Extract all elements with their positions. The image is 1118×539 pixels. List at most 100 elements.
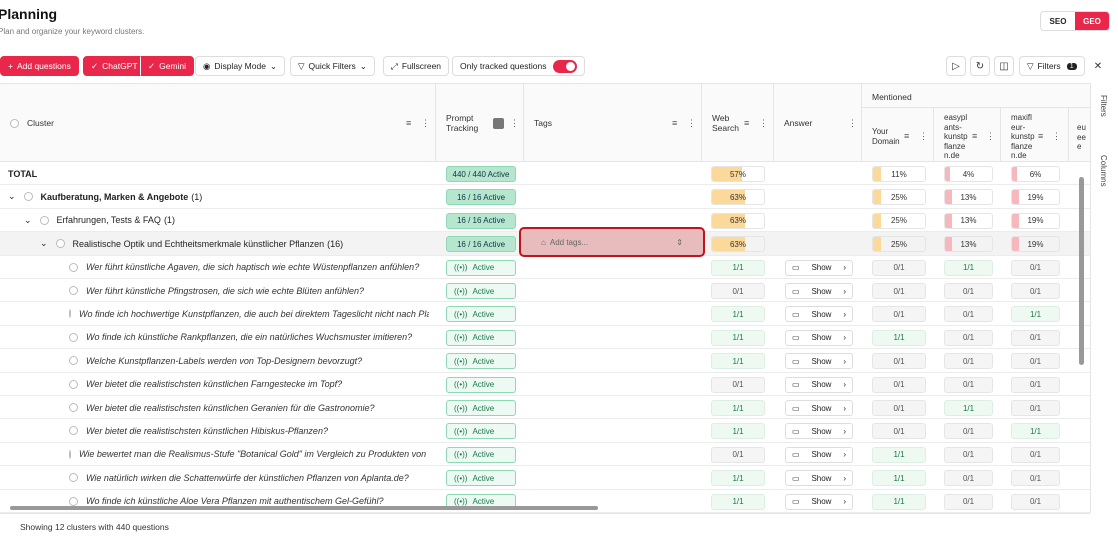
- show-answer-button[interactable]: ▭ Show ›: [785, 376, 853, 393]
- question-row[interactable]: Wo finde ich künstliche Rankpflanzen, di…: [0, 326, 1090, 350]
- filter-icon[interactable]: ≡: [744, 118, 750, 128]
- row-checkbox[interactable]: [23, 192, 33, 202]
- show-answer-button[interactable]: ▭ Show ›: [785, 329, 853, 346]
- col-cluster[interactable]: Cluster: [0, 84, 436, 162]
- fullscreen-button[interactable]: ⤢ Fullscreen: [383, 56, 450, 76]
- more-icon[interactable]: ⋮: [848, 118, 857, 128]
- question-row[interactable]: Wer führt künstliche Pfingstrosen, die s…: [0, 279, 1090, 303]
- row-checkbox[interactable]: [69, 403, 78, 412]
- col-answer[interactable]: Answer: [774, 84, 862, 162]
- vertical-scrollbar[interactable]: [1078, 165, 1085, 505]
- row-checkbox[interactable]: [69, 309, 71, 319]
- show-answer-button[interactable]: ▭ Show ›: [785, 353, 853, 370]
- display-mode-dropdown[interactable]: ◉ Display Mode ⌄: [195, 56, 286, 76]
- filter-icon[interactable]: ≡: [972, 131, 978, 141]
- mode-seo-button[interactable]: SEO: [1049, 16, 1067, 26]
- tracking-status[interactable]: ((•)) Active: [446, 400, 516, 416]
- tracking-status[interactable]: ((•)) Active: [446, 376, 516, 393]
- tracking-status[interactable]: ((•)) Active: [446, 306, 516, 323]
- row-checkbox[interactable]: [69, 262, 78, 272]
- tracking-status[interactable]: ((•)) Active: [446, 353, 516, 370]
- row-checkbox[interactable]: [69, 426, 78, 436]
- scroll-thumb[interactable]: [1079, 177, 1084, 365]
- chevron-updown-icon: ⇕: [676, 237, 683, 247]
- horizontal-scrollbar[interactable]: [0, 504, 1078, 512]
- side-tab-filters[interactable]: Filters: [1099, 95, 1108, 117]
- filters-button[interactable]: ▽ Filters 1: [1019, 56, 1085, 76]
- show-answer-button[interactable]: ▭ Show ›: [785, 259, 853, 276]
- question-row[interactable]: Wer bietet die realistischsten künstlich…: [0, 419, 1090, 443]
- row-checkbox[interactable]: [69, 449, 71, 459]
- show-answer-button[interactable]: ▭ Show ›: [785, 283, 853, 299]
- tracking-status[interactable]: ((•)) Active: [446, 329, 516, 346]
- chevron-down-icon[interactable]: ⌄: [24, 214, 32, 225]
- row-checkbox[interactable]: [39, 215, 49, 225]
- gemini-button[interactable]: ✓ Gemini: [140, 56, 195, 76]
- question-row[interactable]: Welche Kunstpflanzen-Labels werden von T…: [0, 349, 1090, 373]
- filter-icon[interactable]: ≡: [904, 131, 910, 141]
- more-icon[interactable]: ⋮: [759, 118, 768, 128]
- filter-icon[interactable]: ≡: [406, 118, 412, 128]
- toggle-switch[interactable]: [553, 59, 578, 73]
- col-web-search[interactable]: Web Search: [702, 84, 774, 162]
- col-competitor-1[interactable]: easypl ants-kunstp flanze n.de: [944, 113, 968, 161]
- row-checkbox[interactable]: [55, 239, 65, 249]
- tracking-filter-icon[interactable]: [493, 118, 504, 129]
- show-answer-button[interactable]: ▭ Show ›: [785, 400, 853, 416]
- tracking-status[interactable]: ((•)) Active: [446, 470, 516, 487]
- filter-icon[interactable]: ≡: [672, 118, 678, 128]
- more-icon[interactable]: ⋮: [986, 131, 995, 141]
- row-checkbox[interactable]: [69, 473, 78, 483]
- row-checkbox[interactable]: [69, 496, 78, 506]
- refresh-icon[interactable]: ↻: [970, 56, 990, 76]
- question-row[interactable]: Wie bewertet man die Realismus-Stufe "Bo…: [0, 443, 1090, 467]
- tracking-status[interactable]: ((•)) Active: [446, 423, 516, 440]
- select-all-checkbox[interactable]: [10, 118, 19, 128]
- question-row[interactable]: Wo finde ich hochwertige Kunstpflanzen, …: [0, 302, 1090, 326]
- only-tracked-toggle[interactable]: Only tracked questions: [452, 56, 586, 76]
- columns-icon[interactable]: ◫: [994, 56, 1014, 76]
- scroll-thumb[interactable]: [10, 506, 598, 510]
- filter-icon[interactable]: ≡: [1038, 131, 1044, 141]
- quick-filters-dropdown[interactable]: ▽ Quick Filters ⌄: [290, 56, 375, 76]
- row-checkbox[interactable]: [69, 356, 78, 366]
- more-icon[interactable]: ⋮: [421, 118, 430, 128]
- more-icon[interactable]: ⋮: [1052, 131, 1061, 141]
- col-competitor-2[interactable]: maxifl eur-kunstp flanze n.de: [1011, 113, 1035, 161]
- tracking-status[interactable]: ((•)) Active: [446, 283, 516, 299]
- show-answer-button[interactable]: ▭ Show ›: [785, 470, 853, 487]
- total-row[interactable]: TOTAL 440 / 440 Active 57% 11% 4% 6%: [0, 162, 1090, 186]
- close-icon[interactable]: ✕: [1093, 60, 1103, 72]
- col-your-domain[interactable]: Your Domain: [872, 127, 900, 146]
- show-answer-button[interactable]: ▭ Show ›: [785, 446, 853, 463]
- row-checkbox[interactable]: [69, 286, 78, 295]
- row-checkbox[interactable]: [69, 379, 78, 389]
- show-answer-button[interactable]: ▭ Show ›: [785, 423, 853, 440]
- chatgpt-button[interactable]: ✓ ChatGPT: [83, 56, 146, 76]
- mode-geo-button[interactable]: GEO: [1075, 12, 1109, 30]
- show-answer-button[interactable]: ▭ Show ›: [785, 306, 853, 323]
- tracking-status[interactable]: ((•)) Active: [446, 446, 516, 463]
- col-competitor-3[interactable]: eu ee e: [1077, 123, 1086, 152]
- more-icon[interactable]: ⋮: [510, 118, 519, 128]
- side-tab-columns[interactable]: Columns: [1099, 155, 1108, 187]
- chevron-down-icon[interactable]: ⌄: [40, 238, 48, 249]
- row-checkbox[interactable]: [69, 332, 78, 342]
- cluster-row[interactable]: ⌄ Kaufberatung, Marken & Angebote (1) 16 / …: [0, 185, 1090, 209]
- add-questions-button[interactable]: + Add questions: [0, 56, 79, 76]
- tracking-status[interactable]: ((•)) Active: [446, 259, 516, 276]
- question-row[interactable]: Wo finde ich künstliche Aloe Vera Pflanz…: [0, 490, 1090, 513]
- more-icon[interactable]: ⋮: [687, 118, 696, 128]
- show-answer-button[interactable]: ▭ Show ›: [785, 493, 853, 510]
- col-tags[interactable]: Tags: [524, 84, 702, 162]
- chevron-down-icon[interactable]: ⌄: [8, 191, 16, 202]
- col-prompt-tracking[interactable]: Prompt Tracking: [436, 84, 524, 162]
- question-row[interactable]: Wer bietet die realistischsten künstlich…: [0, 396, 1090, 420]
- more-icon[interactable]: ⋮: [919, 131, 928, 141]
- question-row[interactable]: Wie natürlich wirken die Schattenwürfe d…: [0, 466, 1090, 490]
- play-icon[interactable]: ▷: [946, 56, 966, 76]
- question-row[interactable]: Wer führt künstliche Agaven, die sich ha…: [0, 256, 1090, 279]
- question-cell: Wer bietet die realistischsten künstlich…: [69, 373, 429, 396]
- question-row[interactable]: Wer bietet die realistischsten künstlich…: [0, 373, 1090, 396]
- add-tags-select[interactable]: ⌂ Add tags... ⇕: [519, 227, 705, 257]
